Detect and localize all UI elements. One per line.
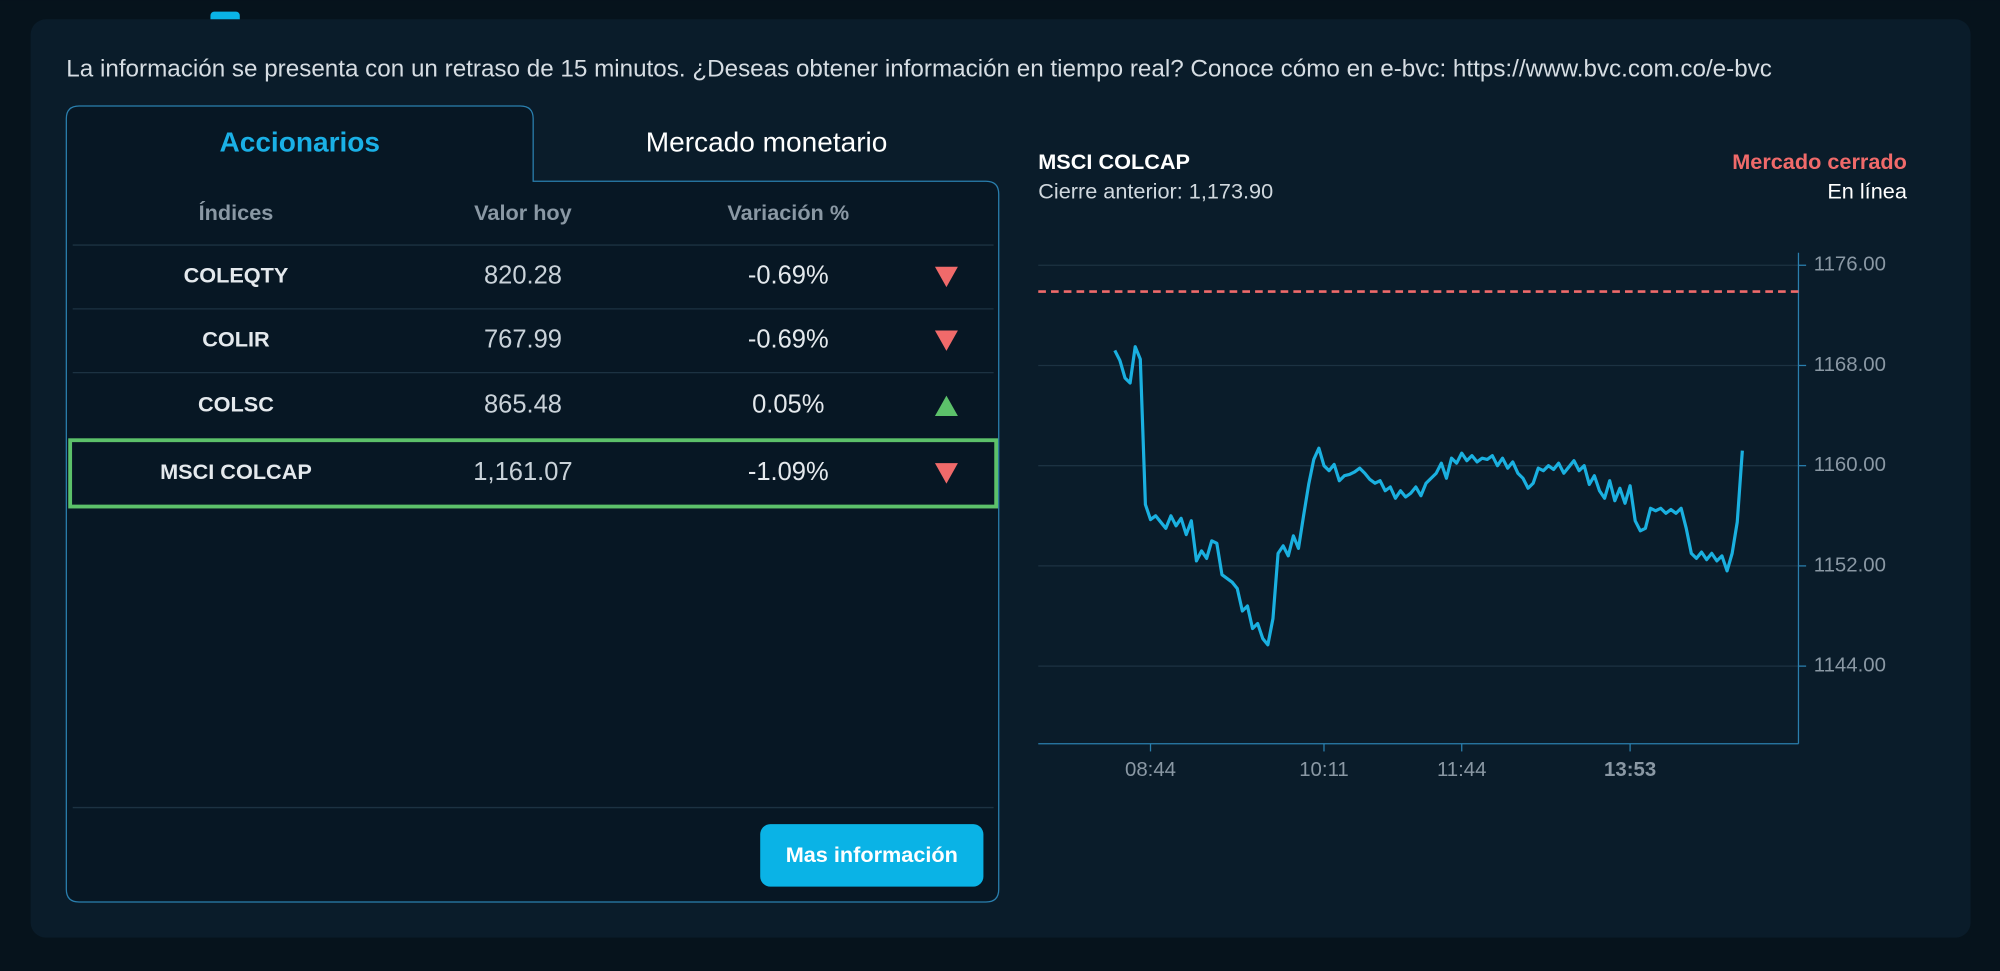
table-panel: [65, 105, 1000, 903]
y-tick-label: 1152.00: [1814, 554, 1886, 576]
trend-arrow: [934, 463, 958, 484]
index-change: 0.05%: [752, 391, 824, 419]
trend-arrow: [934, 395, 958, 416]
y-tick-label: 1176.00: [1814, 254, 1886, 276]
index-value: 767.99: [484, 325, 562, 353]
index-value: 865.48: [484, 391, 562, 419]
notice: La información se presenta con un retras…: [66, 56, 1772, 83]
index-name: MSCI COLCAP: [160, 459, 312, 484]
mode: En línea: [1827, 179, 1907, 204]
button-label[interactable]: Mas información: [786, 842, 958, 867]
index-change: -0.69%: [748, 325, 829, 353]
price-line: [1113, 345, 1744, 647]
selected-row: [68, 438, 999, 509]
x-tick-label: 08:44: [1125, 759, 1176, 781]
column-header: Índices: [199, 200, 274, 225]
x-tick-label: 10:11: [1299, 759, 1349, 781]
chart-subtitle: Cierre anterior: 1,173.90: [1038, 179, 1273, 204]
plot: 1144.00 1152.00 1160.00 1168.00 1176.00 08:44…: [1038, 252, 1886, 781]
index-name: COLEQTY: [184, 263, 289, 288]
y-tick-label: 1160.00: [1814, 454, 1886, 476]
index-value: 1,161.07: [473, 458, 572, 486]
x-tick-label: 13:53: [1604, 759, 1656, 781]
market-status: Mercado cerrado: [1732, 149, 1907, 174]
index-change: -1.09%: [748, 458, 829, 486]
more-info-button[interactable]: [760, 824, 984, 887]
y-tick-label: 1168.00: [1814, 354, 1886, 376]
x-tick-label: 11:44: [1437, 759, 1487, 781]
chart-title: MSCI COLCAP: [1038, 149, 1190, 174]
y-tick-label: 1144.00: [1814, 655, 1886, 677]
tab[interactable]: Accionarios: [219, 127, 380, 158]
index-value: 820.28: [484, 262, 562, 290]
rows: COLEQTY 820.28 -0.69% COLIR 767.99 -0.69% COLS…: [68, 244, 999, 509]
column-header: Valor hoy: [474, 200, 572, 225]
index-name: COLIR: [202, 326, 270, 351]
index-change: -0.69%: [748, 262, 829, 290]
index-name: COLSC: [198, 392, 274, 417]
trend-arrow: [934, 330, 958, 351]
tab[interactable]: Mercado monetario: [646, 127, 888, 158]
column-header: Variación %: [727, 200, 849, 225]
trend-arrow: [934, 266, 958, 288]
